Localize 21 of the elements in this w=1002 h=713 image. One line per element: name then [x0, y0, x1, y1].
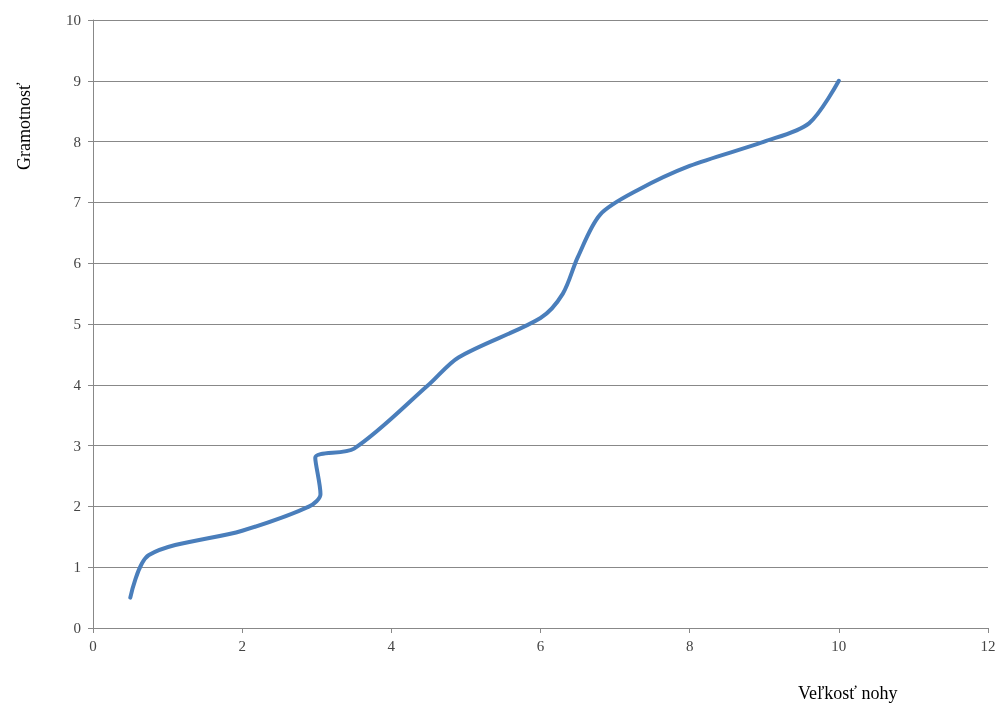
y-tick-label: 7: [73, 194, 82, 211]
y-tick-label: 5: [73, 316, 81, 332]
y-tick-label: 8: [73, 133, 81, 150]
y-tick-label: 1: [73, 559, 81, 576]
y-tick-label: 9: [73, 72, 81, 89]
x-tick-label: 8: [685, 637, 694, 654]
x-tick-label: 12: [980, 637, 996, 654]
y-tick-label: 2: [73, 498, 81, 515]
y-tick-label: 0: [73, 620, 81, 636]
x-tick-label: 6: [536, 637, 545, 654]
x-tick-label: 4: [387, 637, 396, 654]
y-tick-label: 6: [73, 255, 82, 272]
x-tick-label: 10: [831, 637, 847, 654]
line-series: [128, 78, 841, 600]
y-tick-label: 3: [73, 437, 81, 454]
y-tick-label: 4: [73, 376, 82, 393]
y-axis-title: Gramotnosť: [14, 82, 34, 170]
x-tick-label: 0: [89, 637, 97, 654]
y-tick-label: 10: [66, 12, 81, 28]
x-tick-label: 2: [238, 637, 246, 654]
x-axis-title: Veľkosť nohy: [798, 683, 898, 703]
